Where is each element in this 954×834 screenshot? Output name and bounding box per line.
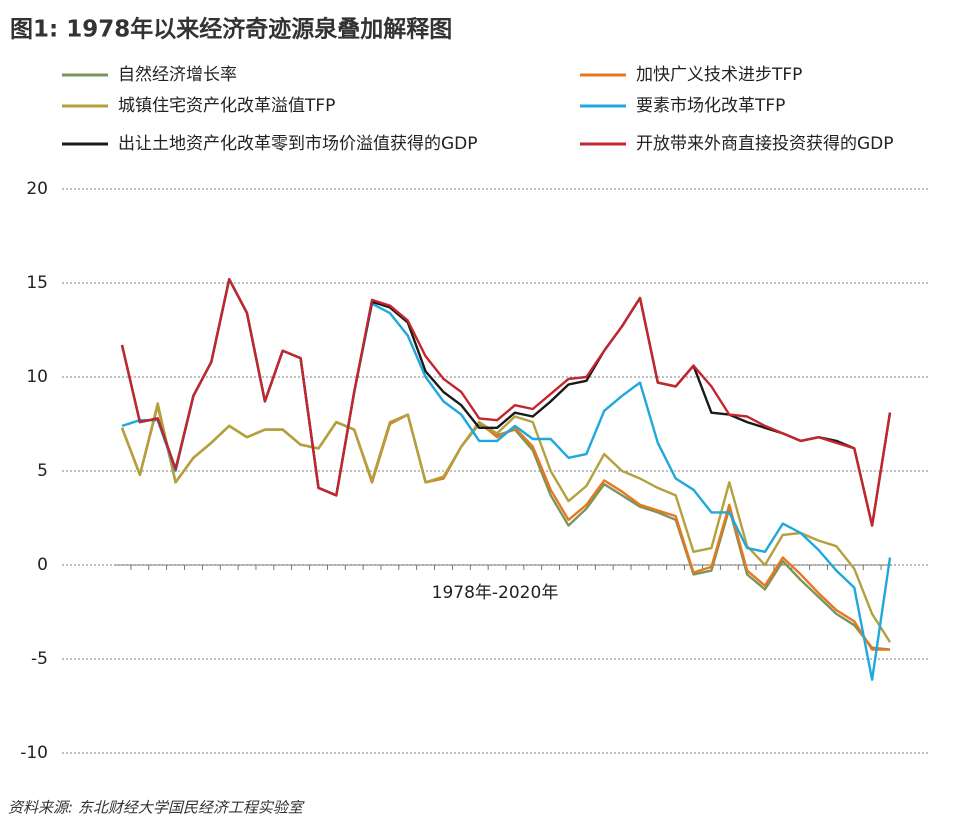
legend-label: 要素市场化改革TFP <box>636 96 785 116</box>
y-tick-label: 20 <box>26 179 48 199</box>
series-line <box>120 278 892 527</box>
series-line <box>120 278 892 527</box>
legend-label: 出让土地资产化改革零到市场价溢值获得的GDP <box>118 134 478 154</box>
y-tick-label: -5 <box>31 649 48 669</box>
y-tick-label: 0 <box>37 555 48 575</box>
y-tick-label: 5 <box>37 461 48 481</box>
legend-label: 城镇住宅资产化改革溢值TFP <box>118 96 335 116</box>
legend-label: 加快广义技术进步TFP <box>636 65 802 85</box>
y-tick-label: -10 <box>20 743 48 763</box>
x-axis-label: 1978年-2020年 <box>432 583 559 603</box>
chart-title: 图1: 1978年以来经济奇迹源泉叠加解释图 <box>10 16 452 43</box>
y-tick-label: 15 <box>26 273 48 293</box>
legend-label: 开放带来外商直接投资获得的GDP <box>636 134 894 154</box>
y-tick-label: 10 <box>26 367 48 387</box>
series-line <box>121 278 892 681</box>
series-line <box>120 404 891 651</box>
legend-label: 自然经济增长率 <box>118 65 237 85</box>
source-note: 资料来源: 东北财经大学国民经济工程实验室 <box>8 799 305 817</box>
series-line <box>120 402 892 643</box>
series-line <box>120 404 890 651</box>
